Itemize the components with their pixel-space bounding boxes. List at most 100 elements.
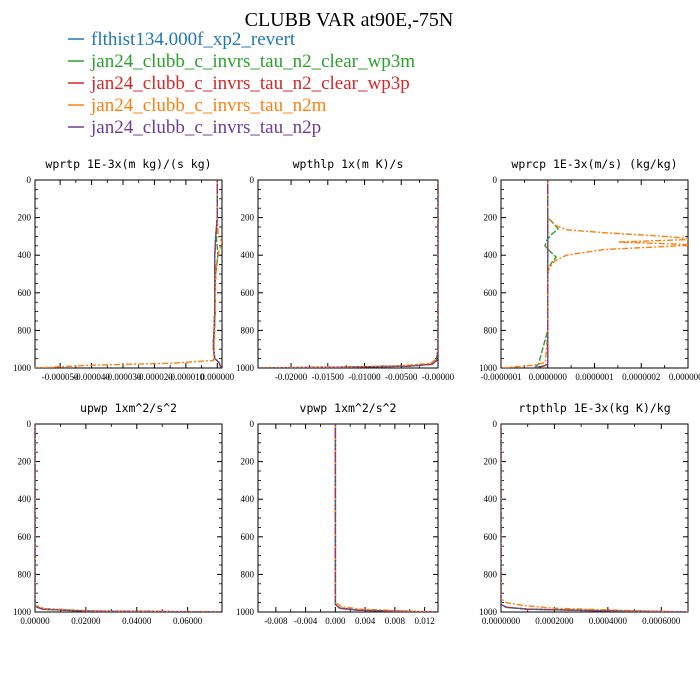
series-line-3-1 <box>35 424 221 612</box>
x-tick-label-2-2: 0.0000001 <box>575 372 613 382</box>
y-tick-label-0-3: 600 <box>18 288 32 298</box>
y-tick-label-5-2: 400 <box>484 494 498 504</box>
panel-title-2: wprcp 1E-3x(m/s) (kg/kg) <box>511 157 677 171</box>
y-tick-label-4-5: 1000 <box>236 607 255 617</box>
series-line-3-3 <box>35 424 221 612</box>
y-tick-label-4-3: 600 <box>241 532 255 542</box>
panel-frame-4 <box>257 423 439 613</box>
x-tick-label-3-2: 0.04000 <box>122 616 152 626</box>
x-tick-label-3-0: 0.00000 <box>20 616 50 626</box>
panel-frame-5 <box>500 423 689 613</box>
series-line-1-1 <box>261 180 438 368</box>
panel-series-group-4 <box>334 424 436 612</box>
y-tick-label-0-2: 400 <box>18 250 32 260</box>
y-tick-label-1-0: 0 <box>250 175 255 185</box>
x-tick-label-5-3: 0.0006000 <box>642 616 681 626</box>
series-line-1-3 <box>261 180 438 368</box>
legend: flthist134.000f_xp2_revertjan24_clubb_c_… <box>68 29 415 138</box>
panel-series-group-0 <box>35 180 222 368</box>
x-tick-label-1-0: -0.02000 <box>275 372 308 382</box>
y-tick-label-2-1: 200 <box>484 213 498 223</box>
series-line-3-4 <box>35 424 221 612</box>
series-line-4-4 <box>334 424 436 612</box>
series-line-5-3 <box>501 424 688 612</box>
x-tick-label-5-2: 0.0004000 <box>589 616 628 626</box>
x-tick-label-4-4: 0.008 <box>385 616 406 626</box>
x-tick-label-0-5: 0.000000 <box>200 372 234 382</box>
series-line-2-4 <box>533 180 549 368</box>
x-tick-label-5-0: 0.0000000 <box>482 616 521 626</box>
y-tick-label-1-2: 400 <box>241 250 255 260</box>
series-line-4-0 <box>334 424 436 612</box>
x-tick-label-1-2: -0.01000 <box>348 372 381 382</box>
x-tick-label-0-1: -0.000040 <box>73 372 110 382</box>
x-tick-label-4-3: 0.004 <box>355 616 376 626</box>
panel-title-3: upwp 1xm^2/s^2 <box>80 401 177 415</box>
y-tick-label-5-3: 600 <box>484 532 498 542</box>
y-tick-label-3-0: 0 <box>27 419 32 429</box>
x-tick-label-1-3: -0.00500 <box>385 372 418 382</box>
series-line-2-3 <box>501 180 688 368</box>
series-line-1-2 <box>261 180 438 368</box>
legend-label-3: jan24_clubb_c_invrs_tau_n2m <box>90 95 327 116</box>
y-tick-label-2-0: 0 <box>493 175 498 185</box>
y-tick-label-0-1: 200 <box>18 213 32 223</box>
panel-4: vpwp 1xm^2/s^2 0 200 400 600 800 1000 -0.008 -0.… <box>236 401 439 626</box>
x-tick-label-5-1: 0.0002000 <box>535 616 574 626</box>
y-tick-label-1-1: 200 <box>241 213 255 223</box>
y-tick-label-0-5: 1000 <box>13 363 32 373</box>
series-line-3-2 <box>35 424 221 612</box>
series-line-5-1 <box>501 424 688 612</box>
x-tick-label-2-4: 0.0000003 <box>669 372 700 382</box>
y-tick-label-2-4: 800 <box>484 325 498 335</box>
y-tick-label-2-5: 1000 <box>479 363 498 373</box>
panel-2: wprcp 1E-3x(m/s) (kg/kg) 0 200 400 600 800 100… <box>479 157 700 382</box>
panel-series-group-3 <box>35 424 221 612</box>
y-tick-label-2-2: 400 <box>484 250 498 260</box>
panel-1: wpthlp 1x(m K)/s 0 200 400 600 800 1000 -0.0200… <box>236 157 455 382</box>
panel-series-group-5 <box>501 424 688 612</box>
y-tick-label-4-0: 0 <box>250 419 255 429</box>
series-line-2-1 <box>533 180 560 368</box>
y-tick-label-5-5: 1000 <box>479 607 498 617</box>
x-tick-label-0-0: -0.000050 <box>42 372 79 382</box>
panels: wprtp 1E-3x(m kg)/(s kg) 0 200 400 600 800 100… <box>13 157 700 626</box>
series-line-4-3 <box>334 424 436 612</box>
panel-frame-1 <box>257 179 439 369</box>
y-tick-label-2-3: 600 <box>484 288 498 298</box>
x-tick-label-3-1: 0.02000 <box>71 616 101 626</box>
panel-frame-3 <box>34 423 223 613</box>
x-tick-label-2-3: 0.0000002 <box>622 372 660 382</box>
y-tick-label-1-4: 800 <box>241 325 255 335</box>
panel-title-5: rtpthlp 1E-3x(kg K)/kg <box>518 401 670 415</box>
y-tick-label-3-1: 200 <box>18 457 32 467</box>
panel-frame-2 <box>500 179 689 369</box>
series-line-3-0 <box>35 424 221 612</box>
y-tick-label-5-1: 200 <box>484 457 498 467</box>
legend-label-0: flthist134.000f_xp2_revert <box>91 29 296 50</box>
y-tick-label-1-3: 600 <box>241 288 255 298</box>
x-tick-label-0-3: -0.000020 <box>136 372 173 382</box>
y-tick-label-0-0: 0 <box>27 175 32 185</box>
x-tick-label-1-1: -0.01500 <box>312 372 345 382</box>
x-tick-label-1-4: -0.00000 <box>422 372 455 382</box>
legend-label-2: jan24_clubb_c_invrs_tau_n2_clear_wp3p <box>90 73 410 94</box>
panel-title-1: wpthlp 1x(m K)/s <box>293 157 404 171</box>
x-tick-label-4-1: -0.004 <box>294 616 318 626</box>
panel-title-0: wprtp 1E-3x(m kg)/(s kg) <box>45 157 211 171</box>
figure-title: CLUBB VAR at90E,-75N <box>245 9 454 31</box>
legend-label-1: jan24_clubb_c_invrs_tau_n2_clear_wp3m <box>90 51 415 72</box>
series-line-0-3 <box>35 180 222 368</box>
x-tick-label-4-2: 0.000 <box>325 616 346 626</box>
panel-series-group-1 <box>261 180 438 368</box>
legend-label-4: jan24_clubb_c_invrs_tau_n2p <box>90 117 321 138</box>
series-line-0-4 <box>212 180 222 368</box>
x-tick-label-4-5: 0.012 <box>414 616 434 626</box>
x-tick-label-2-0: -0.0000001 <box>480 372 521 382</box>
x-tick-label-0-4: -0.000010 <box>167 372 204 382</box>
y-tick-label-4-4: 800 <box>241 569 255 579</box>
series-line-4-2 <box>334 424 436 612</box>
y-tick-label-3-2: 400 <box>18 494 32 504</box>
